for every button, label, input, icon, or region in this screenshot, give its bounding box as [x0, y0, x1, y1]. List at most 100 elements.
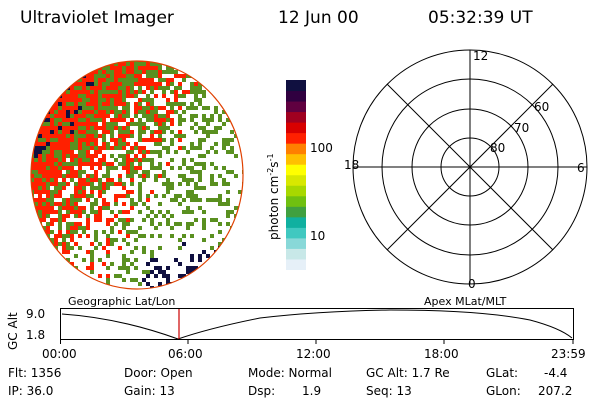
- emission-pixel: [178, 270, 183, 275]
- emission-pixel: [90, 138, 95, 143]
- emission-pixel: [134, 74, 139, 79]
- emission-pixel: [198, 286, 203, 289]
- emission-pixel: [114, 202, 119, 207]
- emission-pixel: [42, 61, 47, 63]
- emission-pixel: [186, 286, 191, 289]
- emission-pixel: [74, 62, 79, 67]
- emission-pixel: [242, 290, 246, 292]
- emission-pixel: [98, 150, 103, 155]
- emission-pixel: [126, 206, 131, 211]
- dsp-label: Dsp:: [248, 384, 276, 398]
- emission-pixel: [142, 182, 147, 187]
- emission-pixel: [186, 206, 191, 211]
- emission-pixel: [158, 226, 163, 231]
- emission-pixel: [42, 158, 47, 163]
- emission-pixel: [102, 226, 107, 231]
- emission-pixel: [214, 166, 219, 171]
- emission-pixel: [178, 178, 183, 183]
- emission-pixel: [54, 102, 59, 107]
- emission-pixel: [102, 122, 107, 127]
- emission-pixel: [150, 250, 155, 255]
- emission-pixel: [142, 282, 147, 287]
- emission-pixel: [46, 266, 51, 271]
- emission-pixel: [31, 166, 35, 171]
- emission-pixel: [142, 218, 147, 223]
- emission-pixel: [162, 282, 167, 287]
- emission-pixel: [62, 94, 67, 99]
- emission-pixel: [38, 74, 43, 79]
- emission-pixel: [70, 242, 75, 247]
- emission-pixel: [38, 246, 43, 251]
- emission-pixel: [66, 258, 71, 263]
- emission-pixel: [62, 286, 67, 289]
- emission-pixel: [90, 250, 95, 255]
- emission-pixel: [138, 274, 143, 279]
- emission-pixel: [190, 274, 195, 279]
- emission-pixel: [78, 66, 83, 71]
- emission-pixel: [78, 222, 83, 227]
- emission-pixel: [130, 66, 135, 71]
- emission-pixel: [226, 254, 231, 259]
- emission-pixel: [66, 278, 71, 283]
- emission-pixel: [218, 186, 223, 191]
- emission-pixel: [138, 254, 143, 259]
- emission-pixel: [238, 218, 243, 223]
- emission-pixel: [130, 214, 135, 219]
- emission-pixel: [226, 182, 231, 187]
- emission-pixel: [82, 110, 87, 115]
- emission-pixel: [42, 70, 47, 75]
- emission-pixel: [74, 70, 79, 75]
- emission-pixel: [246, 70, 248, 74]
- emission-pixel: [210, 174, 215, 179]
- emission-pixel: [118, 182, 123, 187]
- emission-pixel: [162, 170, 167, 175]
- emission-pixel: [214, 62, 219, 67]
- emission-pixel: [102, 106, 107, 111]
- colorbar-segment: [286, 258, 306, 270]
- emission-pixel: [110, 214, 115, 219]
- emission-pixel: [86, 86, 91, 91]
- emission-pixel: [230, 130, 235, 135]
- emission-pixel: [238, 78, 243, 83]
- emission-pixel: [230, 278, 235, 283]
- emission-pixel: [230, 82, 235, 87]
- emission-pixel: [214, 130, 219, 135]
- emission-pixel: [46, 78, 51, 83]
- emission-pixel: [26, 130, 30, 134]
- emission-pixel: [118, 254, 123, 259]
- emission-pixel: [150, 282, 155, 287]
- emission-pixel: [150, 246, 155, 251]
- emission-pixel: [130, 90, 135, 95]
- colorbar-segment: [286, 227, 306, 239]
- emission-pixel: [26, 194, 30, 198]
- emission-pixel: [90, 274, 95, 279]
- emission-pixel: [202, 202, 207, 207]
- emission-pixel: [198, 138, 203, 143]
- emission-pixel: [78, 70, 83, 75]
- emission-pixel: [66, 102, 71, 107]
- emission-pixel: [154, 138, 159, 143]
- emission-pixel: [54, 142, 59, 147]
- emission-pixel: [154, 262, 159, 267]
- emission-pixel: [78, 166, 83, 171]
- emission-pixel: [246, 130, 248, 134]
- emission-pixel: [134, 230, 139, 235]
- emission-pixel: [134, 186, 139, 191]
- emission-pixel: [38, 166, 43, 171]
- emission-pixel: [222, 274, 227, 279]
- emission-pixel: [34, 178, 39, 183]
- emission-pixel: [86, 134, 91, 139]
- emission-pixel: [31, 86, 35, 91]
- emission-pixel: [222, 114, 227, 119]
- emission-pixel: [178, 218, 183, 223]
- emission-pixel: [146, 70, 151, 75]
- emission-pixel: [242, 126, 243, 131]
- emission-pixel: [122, 74, 127, 79]
- emission-pixel: [74, 278, 79, 283]
- emission-pixel: [154, 126, 159, 131]
- emission-pixel: [202, 150, 207, 155]
- emission-pixel: [118, 234, 123, 239]
- emission-pixel: [130, 254, 135, 259]
- emission-pixel: [198, 122, 203, 127]
- emission-pixel: [102, 162, 107, 167]
